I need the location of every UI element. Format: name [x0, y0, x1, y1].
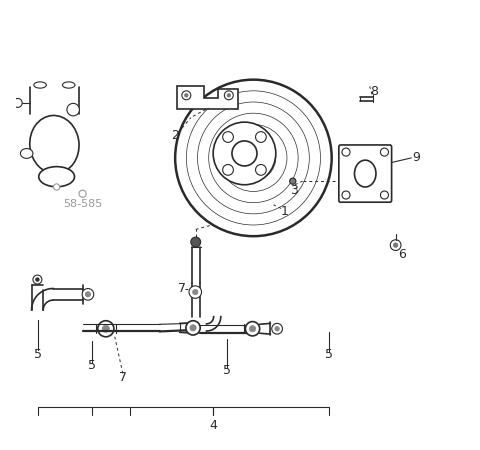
Circle shape — [191, 237, 201, 247]
Circle shape — [342, 191, 350, 199]
Ellipse shape — [355, 160, 376, 187]
Ellipse shape — [30, 116, 79, 174]
Circle shape — [175, 80, 332, 236]
Circle shape — [102, 325, 109, 333]
Circle shape — [255, 165, 266, 175]
Circle shape — [250, 326, 256, 332]
Circle shape — [275, 327, 279, 331]
Circle shape — [53, 184, 60, 190]
Text: 5: 5 — [88, 360, 96, 373]
Circle shape — [67, 104, 80, 116]
Text: 7: 7 — [178, 282, 186, 295]
Circle shape — [36, 278, 39, 281]
Circle shape — [394, 243, 398, 248]
Circle shape — [289, 178, 296, 184]
Circle shape — [192, 289, 198, 295]
Ellipse shape — [39, 166, 74, 187]
Text: 5: 5 — [34, 348, 42, 361]
FancyBboxPatch shape — [339, 145, 392, 202]
Circle shape — [186, 321, 200, 335]
Ellipse shape — [62, 82, 75, 88]
Text: 3: 3 — [290, 184, 298, 197]
Circle shape — [13, 99, 22, 108]
Text: 7: 7 — [119, 371, 127, 384]
Circle shape — [85, 292, 91, 297]
Circle shape — [182, 91, 191, 100]
Circle shape — [213, 122, 276, 185]
Circle shape — [390, 240, 401, 251]
Text: 6: 6 — [398, 248, 406, 261]
Circle shape — [227, 94, 230, 97]
Circle shape — [224, 91, 233, 100]
Text: 5: 5 — [223, 364, 230, 377]
Circle shape — [232, 141, 257, 166]
Circle shape — [189, 286, 202, 298]
Circle shape — [184, 94, 188, 97]
Ellipse shape — [21, 148, 33, 158]
Circle shape — [245, 322, 260, 336]
Circle shape — [342, 148, 350, 156]
Text: 4: 4 — [209, 419, 217, 432]
Text: 58-585: 58-585 — [63, 198, 102, 208]
Text: 5: 5 — [325, 348, 334, 361]
Circle shape — [33, 275, 42, 284]
Text: 2: 2 — [171, 129, 179, 142]
Polygon shape — [178, 86, 238, 109]
Text: 8: 8 — [370, 85, 378, 98]
Circle shape — [79, 190, 86, 197]
Circle shape — [223, 165, 233, 175]
Text: 1: 1 — [281, 205, 288, 218]
Circle shape — [98, 321, 114, 337]
Circle shape — [272, 324, 283, 334]
Circle shape — [190, 325, 196, 331]
Circle shape — [381, 191, 388, 199]
Circle shape — [82, 288, 94, 300]
Circle shape — [381, 148, 388, 156]
Circle shape — [255, 132, 266, 142]
Circle shape — [223, 132, 233, 142]
Ellipse shape — [34, 82, 47, 88]
Text: 9: 9 — [412, 151, 420, 164]
